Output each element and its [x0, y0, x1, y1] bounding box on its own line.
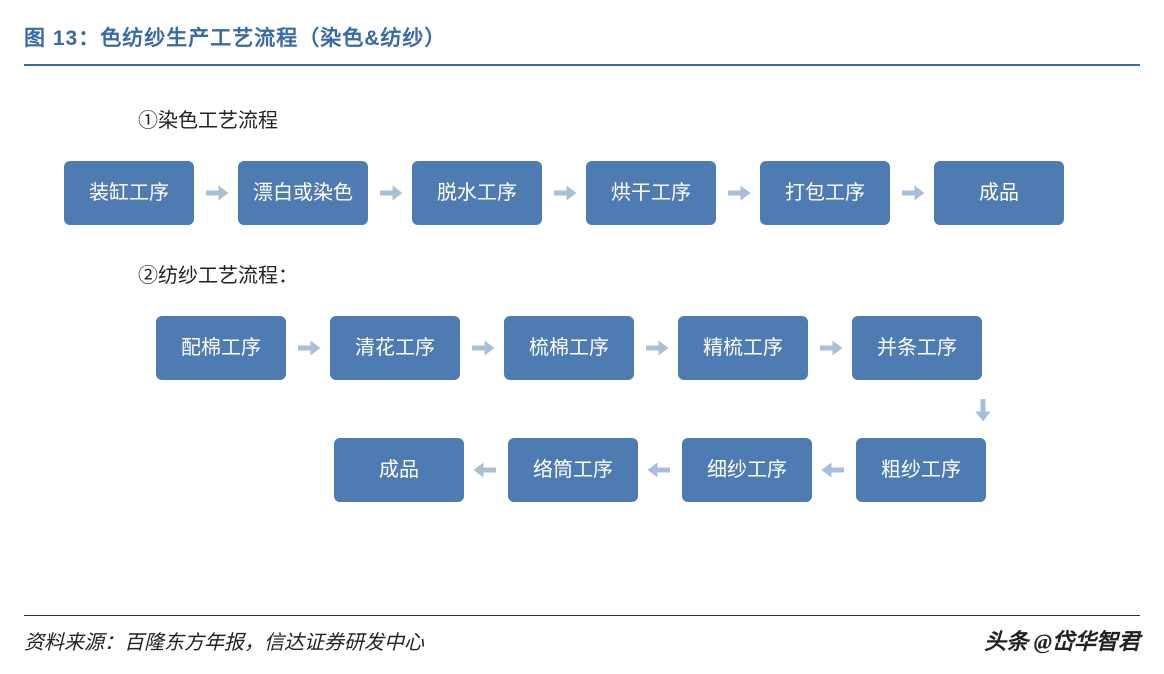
- arrow-right-icon: [286, 333, 330, 363]
- node-clean: 清花工序: [330, 316, 460, 380]
- arrow-right-icon: [542, 178, 586, 208]
- node-bleach-dye: 漂白或染色: [238, 161, 368, 225]
- figure-title: 图 13：色纺纱生产工艺流程（染色&纺纱）: [24, 22, 1140, 52]
- section2-flow-row1: 配棉工序 清花工序 梳棉工序 精梳工序 并条工序: [156, 316, 1140, 380]
- node-wind: 络筒工序: [508, 438, 638, 502]
- flowchart-content: ①染色工艺流程 装缸工序 漂白或染色 脱水工序 烘干工序 打包工序 成品 ②纺纱…: [24, 80, 1140, 502]
- figure-footer: 资料来源：百隆东方年报，信达证券研发中心 头条 @岱华智君: [24, 615, 1140, 656]
- arrow-left-icon: [812, 455, 856, 485]
- arrow-right-icon: [890, 178, 934, 208]
- node-dry: 烘干工序: [586, 161, 716, 225]
- node-fine-yarn: 细纱工序: [682, 438, 812, 502]
- node-loading: 装缸工序: [64, 161, 194, 225]
- arrow-right-icon: [716, 178, 760, 208]
- node-card: 梳棉工序: [504, 316, 634, 380]
- node-pack: 打包工序: [760, 161, 890, 225]
- node-blend: 配棉工序: [156, 316, 286, 380]
- section1-label: ①染色工艺流程: [138, 104, 1140, 133]
- section1-flow: 装缸工序 漂白或染色 脱水工序 烘干工序 打包工序 成品: [64, 161, 1140, 225]
- arrow-right-icon: [634, 333, 678, 363]
- node-dewater: 脱水工序: [412, 161, 542, 225]
- arrow-right-icon: [808, 333, 852, 363]
- node-comb: 精梳工序: [678, 316, 808, 380]
- node-finished2: 成品: [334, 438, 464, 502]
- arrow-right-icon: [368, 178, 412, 208]
- down-arrow-wrap: [918, 394, 1048, 424]
- arrow-down-icon: [968, 394, 998, 424]
- node-finished1: 成品: [934, 161, 1064, 225]
- arrow-left-icon: [464, 455, 508, 485]
- arrow-left-icon: [638, 455, 682, 485]
- source-text: 资料来源：百隆东方年报，信达证券研发中心: [24, 626, 424, 655]
- node-draw: 并条工序: [852, 316, 982, 380]
- figure-title-bar: 图 13：色纺纱生产工艺流程（染色&纺纱）: [24, 22, 1140, 66]
- arrow-right-icon: [194, 178, 238, 208]
- section2-label: ②纺纱工艺流程：: [138, 259, 1140, 288]
- watermark-text: 头条 @岱华智君: [984, 624, 1140, 656]
- section2-flow-row2: 成品 络筒工序 细纱工序 粗纱工序: [334, 438, 1140, 502]
- node-coarse-yarn: 粗纱工序: [856, 438, 986, 502]
- arrow-right-icon: [460, 333, 504, 363]
